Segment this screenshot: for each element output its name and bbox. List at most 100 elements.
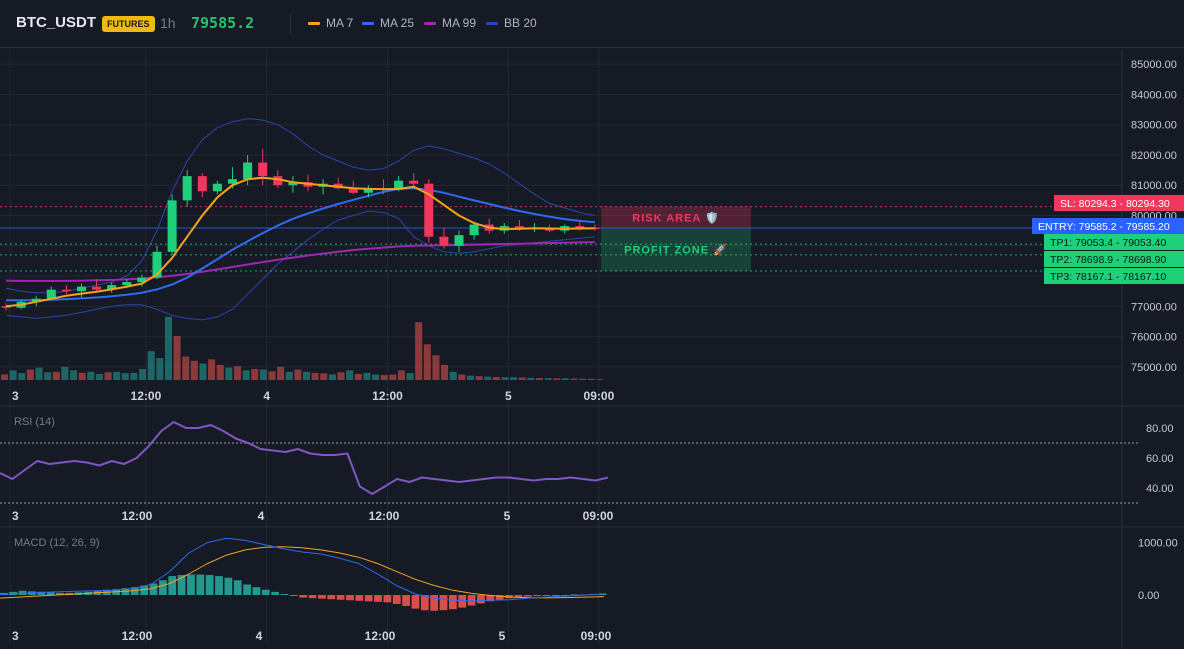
volume-bar <box>130 372 138 380</box>
legend-ma25[interactable]: MA 25 <box>362 16 414 30</box>
rsi-x-tick-label: 4 <box>258 509 265 523</box>
candle-body <box>92 286 102 290</box>
volume-bar <box>535 378 543 380</box>
volume-bar <box>406 373 414 380</box>
macd-histogram-bar <box>318 595 326 599</box>
legend-ma7[interactable]: MA 7 <box>308 16 353 30</box>
volume-bar <box>147 351 155 380</box>
legend-label: MA 7 <box>326 16 354 30</box>
macd-x-tick-label: 3 <box>12 629 19 643</box>
ma25-line <box>6 187 595 302</box>
candle-body <box>363 188 373 193</box>
macd-histogram-bar <box>458 595 467 608</box>
volume-bar <box>173 336 181 380</box>
macd-histogram-bar <box>130 587 139 595</box>
macd-histogram-bar <box>392 595 401 604</box>
macd-histogram-bar <box>570 594 579 596</box>
macd-title: MACD (12, 26, 9) <box>14 537 100 549</box>
volume-bar <box>527 377 535 380</box>
rsi-x-tick-label: 3 <box>12 509 19 523</box>
volume-bar <box>95 373 103 380</box>
candle-body <box>77 286 86 292</box>
macd-histogram-bar <box>383 595 392 603</box>
candle-body <box>454 235 464 246</box>
legend-bb20[interactable]: BB 20 <box>486 16 537 30</box>
legend-ma99[interactable]: MA 99 <box>424 16 476 30</box>
macd-histogram-bar <box>149 583 158 595</box>
symbol-title[interactable]: BTC_USDT <box>16 14 97 31</box>
volume-bar <box>233 366 241 380</box>
volume-bar <box>311 372 319 380</box>
macd-histogram-bar <box>289 595 298 597</box>
candle-body <box>31 298 41 302</box>
macd-histogram-bar <box>561 595 569 596</box>
candle-body <box>514 226 524 230</box>
volume-bar <box>259 369 267 380</box>
volume-bar <box>18 373 26 380</box>
volume-bar <box>380 375 388 380</box>
candle-body <box>61 289 71 292</box>
rsi-y-tick-label: 60.00 <box>1146 453 1174 465</box>
futures-badge: FUTURES <box>102 16 155 32</box>
volume-bar <box>1 374 9 380</box>
volume-bar <box>35 367 43 380</box>
volume-bar <box>587 378 595 380</box>
chart-header: BTC_USDT FUTURES 1h 79585.2 MA 7 MA 25 M… <box>0 0 1184 48</box>
volume-bar <box>553 378 561 380</box>
macd-histogram-bar <box>364 595 373 602</box>
bb-upper-line <box>5 118 595 294</box>
volume-bar <box>466 375 474 380</box>
macd-histogram-bar <box>252 587 261 595</box>
timeframe-label[interactable]: 1h <box>160 15 176 31</box>
y-tick-label: 77000.00 <box>1131 301 1177 313</box>
macd-histogram-bar <box>533 595 541 597</box>
macd-histogram-bar <box>551 595 560 596</box>
header-divider <box>290 14 291 34</box>
volume-bar <box>61 366 69 380</box>
candle-body <box>348 188 358 193</box>
volume-bar <box>164 316 172 380</box>
price-tag <box>1044 251 1184 267</box>
volume-bar <box>104 372 112 380</box>
candle-body <box>122 282 132 286</box>
volume-bar <box>510 377 518 380</box>
candle-body <box>273 176 283 186</box>
macd-histogram-bar <box>374 595 382 602</box>
macd-histogram-bar <box>168 576 177 595</box>
legend-swatch <box>362 22 374 26</box>
volume-bar <box>78 372 86 380</box>
macd-x-tick-label: 4 <box>256 629 263 643</box>
volume-bar <box>544 378 552 380</box>
volume-bar <box>268 371 276 380</box>
price-tag-label: TP3: 78167.1 - 78167.10 <box>1050 271 1166 283</box>
candle-body <box>228 179 237 184</box>
rsi-y-tick-label: 40.00 <box>1146 483 1174 495</box>
candle-body <box>243 162 253 180</box>
volume-bar <box>303 371 311 380</box>
y-tick-label: 75000.00 <box>1131 362 1177 374</box>
macd-y-tick-label: 0.00 <box>1138 590 1159 602</box>
macd-histogram-bar <box>177 575 186 595</box>
candle-body <box>469 224 479 236</box>
macd-y-tick-label: 1000.00 <box>1138 538 1178 550</box>
macd-histogram-bar <box>243 584 251 595</box>
macd-histogram-bar <box>448 595 457 610</box>
rsi-y-tick-label: 80.00 <box>1146 423 1174 435</box>
x-tick-label: 12:00 <box>372 389 403 403</box>
volume-bar <box>320 373 328 380</box>
candle-body <box>394 180 404 190</box>
x-tick-label: 5 <box>505 389 512 403</box>
rsi-x-tick-label: 09:00 <box>583 509 614 523</box>
volume-bar <box>389 374 397 380</box>
risk-zone-label: RISK AREA 🛡️ <box>632 211 719 224</box>
macd-histogram-bar <box>430 595 439 611</box>
candle-body <box>107 285 117 290</box>
macd-histogram-bar <box>542 595 551 596</box>
candle-body <box>1 306 11 308</box>
macd-histogram-bar <box>271 591 280 595</box>
macd-histogram-bar <box>477 595 485 604</box>
volume-bar <box>518 377 526 380</box>
volume-bar <box>372 374 380 380</box>
y-tick-label: 83000.00 <box>1131 120 1177 132</box>
